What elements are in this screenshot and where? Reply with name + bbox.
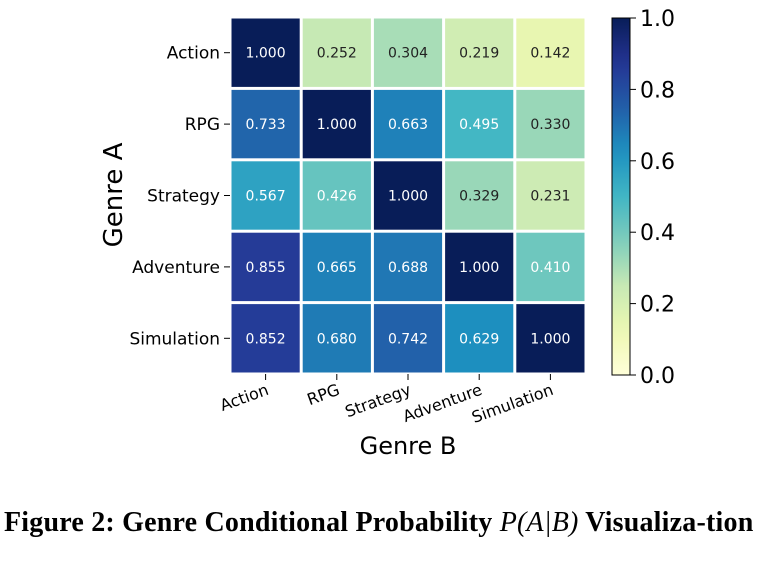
cell-value-label: 0.852 (246, 331, 286, 347)
colorbar-tick-label: 1.0 (640, 7, 675, 32)
heatmap-cells (231, 18, 585, 373)
heatmap-cell (445, 89, 514, 159)
cell-value-label: 1.000 (317, 117, 357, 133)
x-tick-label: Action (217, 380, 271, 415)
colorbar-ticks: 0.0 0.2 0.4 0.6 0.8 1.0 (630, 7, 675, 389)
heatmap-cell (231, 89, 300, 159)
cell-value-label: 0.219 (459, 46, 499, 62)
cell-value-label: 0.680 (317, 331, 357, 347)
cell-value-label: 0.252 (317, 46, 357, 62)
heatmap-cell (516, 161, 585, 230)
cell-value-label: 0.688 (388, 260, 428, 276)
heatmap-cell (373, 89, 443, 159)
heatmap-cell (302, 89, 371, 159)
colorbar-tick-label: 0.6 (640, 150, 675, 175)
caption-prefix: Figure 2: Genre Conditional Probability (4, 507, 500, 538)
cell-value-label: 1.000 (388, 189, 428, 205)
heatmap-cell (373, 304, 443, 373)
y-tick-label: Action (167, 44, 220, 64)
cell-value-label: 1.000 (246, 46, 286, 62)
heatmap-cell (516, 89, 585, 159)
heatmap-cell (445, 232, 514, 302)
heatmap-cell (373, 161, 443, 230)
y-tick-label: RPG (185, 115, 220, 135)
cell-value-label: 0.426 (317, 189, 357, 205)
cell-value-label: 0.304 (388, 46, 428, 62)
y-tick-label: Simulation (129, 329, 220, 349)
heatmap-figure: 1.000 0.252 0.304 0.219 0.142 0.733 1.000 0.663… (99, 7, 675, 460)
x-tick-label: RPG (304, 380, 342, 409)
heatmap-cell (445, 304, 514, 373)
cell-value-label: 0.742 (388, 331, 428, 347)
heatmap-cell (231, 18, 300, 87)
heatmap-cell (516, 18, 585, 87)
y-tick-label: Adventure (132, 258, 220, 278)
cell-value-label: 0.855 (246, 260, 286, 276)
heatmap-cell (445, 18, 514, 87)
cell-value-label: 0.142 (530, 46, 570, 62)
heatmap-cell (231, 161, 300, 230)
colorbar-tick-label: 0.0 (640, 364, 675, 389)
heatmap-cell (373, 232, 443, 302)
cell-value-label: 0.231 (530, 189, 570, 205)
heatmap-cell (516, 232, 585, 302)
cell-value-label: 0.410 (530, 260, 570, 276)
heatmap-cell (373, 18, 443, 87)
cell-value-label: 0.495 (459, 117, 499, 133)
caption-suffix: Visualiza-tion (578, 507, 754, 538)
cell-value-label: 0.665 (317, 260, 357, 276)
heatmap-cell (445, 161, 514, 230)
cell-value-label: 0.330 (530, 117, 570, 133)
heatmap-cell (231, 304, 300, 373)
x-tick-label: Simulation (469, 380, 556, 427)
colorbar-tick-label: 0.8 (640, 78, 675, 103)
cell-value-label: 0.329 (459, 189, 499, 205)
colorbar-tick-label: 0.4 (640, 221, 675, 246)
heatmap-cell (231, 232, 300, 302)
colorbar (611, 17, 631, 376)
heatmap-cell (302, 18, 371, 87)
colorbar-tick-label: 0.2 (640, 293, 675, 318)
x-axis-label: Genre B (360, 432, 457, 460)
cell-value-label: 1.000 (530, 331, 570, 347)
heatmap-cell (302, 232, 371, 302)
cell-value-labels: 1.000 0.252 0.304 0.219 0.142 0.733 1.000 0.663… (246, 46, 571, 348)
caption-math: P(A|B) (499, 507, 579, 538)
cell-value-label: 1.000 (459, 260, 499, 276)
heatmap-cell (516, 304, 585, 373)
cell-value-label: 0.567 (246, 189, 286, 205)
cell-value-label: 0.663 (388, 117, 428, 133)
y-axis-label: Genre A (99, 142, 129, 247)
y-tick-label: Strategy (147, 187, 220, 207)
cell-value-label: 0.629 (459, 331, 499, 347)
y-axis-ticks: Action RPG Strategy Adventure Simulation (129, 44, 230, 349)
figure-caption: Figure 2: Genre Conditional Probability … (4, 506, 774, 540)
heatmap-cell (302, 161, 371, 230)
heatmap-cell (302, 304, 371, 373)
cell-value-label: 0.733 (246, 117, 286, 133)
